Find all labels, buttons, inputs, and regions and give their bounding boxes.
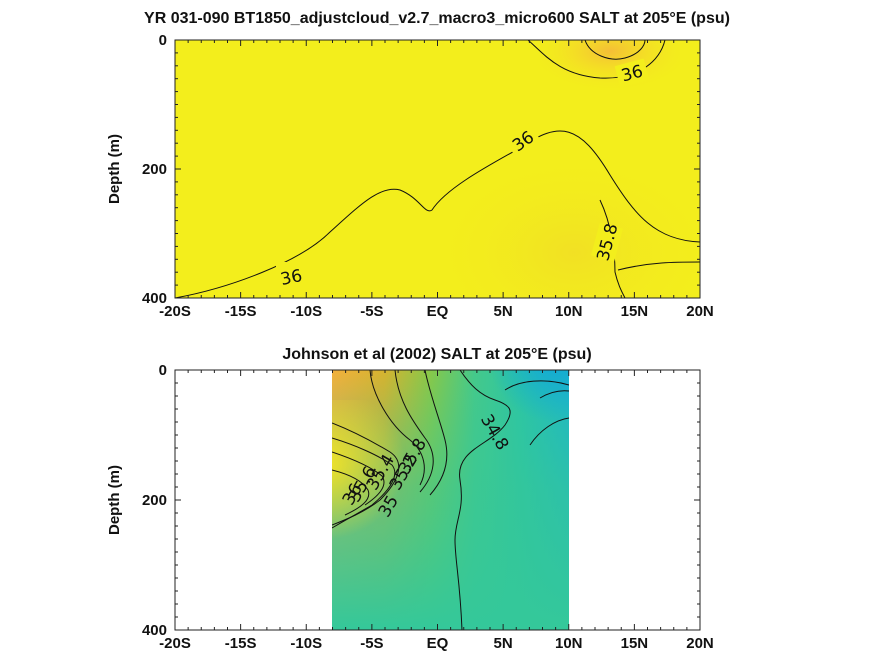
panel-2-contour-4 [332, 422, 400, 526]
panel-2-contour-5 [332, 437, 396, 529]
panel-2-contour-east-1 [504, 380, 569, 391]
x-tick-label: -20S [159, 635, 191, 652]
x-tick-label: 15N [621, 635, 649, 652]
panel-1: YR 031-090 BT1850_adjustcloud_v2.7_macro… [106, 10, 730, 320]
x-tick-label: 5N [494, 635, 513, 652]
y-tick-label: 400 [142, 622, 167, 639]
panel-2-contour-2 [394, 370, 434, 493]
panel-2-x-tick-labels: -20S -15S -10S -5S EQ 5N 10N 15N 20N [159, 635, 714, 652]
x-tick-label: 10N [555, 303, 583, 320]
panel-1-clabel-bg-4 [591, 222, 623, 262]
x-tick-label: -5S [360, 303, 383, 320]
panel-1-contour-deep [617, 261, 700, 271]
x-tick-label: 10N [555, 635, 583, 652]
x-tick-label: 15N [621, 303, 649, 320]
panel-2-contour-34-8 [454, 370, 511, 630]
x-tick-label: -15S [225, 303, 257, 320]
panel-2-heatmap [332, 370, 569, 630]
x-tick-label: 20N [686, 635, 714, 652]
x-tick-label: EQ [427, 303, 449, 320]
panel-2-contour-1 [369, 370, 425, 486]
panel-1-clabel-bg-1 [276, 262, 306, 286]
x-tick-label: -15S [225, 635, 257, 652]
panel-1-y-tick-labels: 0 200 400 [142, 32, 167, 307]
panel-2-shade-min [470, 370, 569, 470]
panel-2-title: Johnson et al (2002) SALT at 205°E (psu) [282, 346, 591, 363]
panel-1-title: YR 031-090 BT1850_adjustcloud_v2.7_macro… [144, 10, 730, 27]
panel-2-y-tick-labels: 0 200 400 [142, 362, 167, 639]
panel-2-ticks [174, 369, 701, 631]
x-tick-label: -5S [360, 635, 383, 652]
y-tick-label: 0 [159, 32, 167, 49]
panel-2: Johnson et al (2002) SALT at 205°E (psu)… [106, 346, 714, 652]
panel-1-contour-36-main [175, 130, 700, 298]
panel-1-y-axis-label: Depth (m) [106, 134, 123, 204]
x-tick-label: EQ [427, 635, 449, 652]
x-tick-label: -20S [159, 303, 191, 320]
panel-1-contour-35-8-inner [584, 40, 646, 60]
panel-1-clabel-bg-2 [504, 123, 542, 159]
panel-1-contour-36-surface [527, 40, 666, 79]
x-tick-label: -10S [290, 303, 322, 320]
y-tick-label: 200 [142, 492, 167, 509]
x-tick-label: -10S [290, 635, 322, 652]
y-tick-label: 400 [142, 290, 167, 307]
panel-2-contour-3 [424, 370, 448, 496]
panel-2-y-axis-label: Depth (m) [106, 465, 123, 535]
panel-1-contour-label-1: 36 [279, 266, 304, 290]
panel-1-contour-35-8 [599, 199, 626, 298]
panel-1-shade-surface-max [540, 40, 680, 100]
y-tick-label: 0 [159, 362, 167, 379]
panel-2-contour-6 [332, 451, 385, 506]
y-tick-label: 200 [142, 161, 167, 178]
panel-2-contour-7 [332, 469, 370, 516]
x-tick-label: 5N [494, 303, 513, 320]
panel-2-contour-east-2 [529, 417, 569, 446]
panel-1-clabel-bg-3 [614, 58, 650, 88]
panel-1-x-tick-labels: -20S -15S -10S -5S EQ 5N 10N 15N 20N [159, 303, 714, 320]
panel-1-heatmap [175, 40, 700, 298]
x-tick-label: 20N [686, 303, 714, 320]
panel-1-ticks [174, 39, 701, 299]
panel-1-shade-high [420, 110, 700, 298]
panel-2-contour-east-3 [539, 390, 569, 399]
